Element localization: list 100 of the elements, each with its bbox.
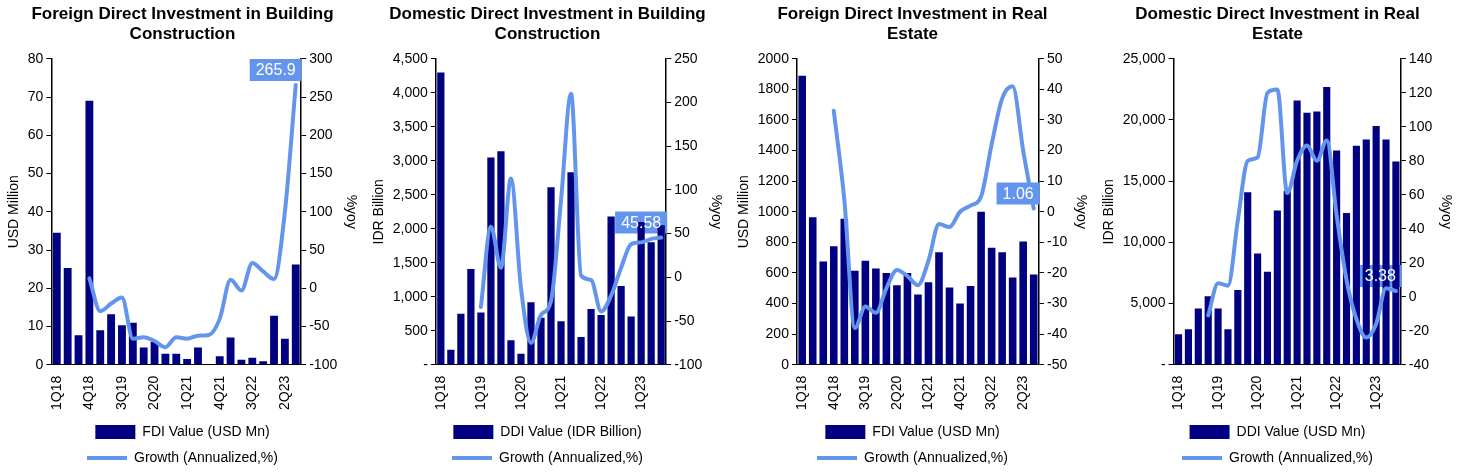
legend-label: Growth (Annualized,%) — [864, 448, 1008, 465]
y-tick-label: 30 — [27, 240, 44, 257]
y2-tick-label: -50 — [1046, 355, 1068, 372]
bar — [1323, 86, 1331, 365]
x-tick-label: 1Q18 — [431, 375, 448, 410]
y-tick-label: 3,500 — [392, 117, 429, 134]
y-tick-label: 400 — [765, 294, 790, 311]
bar — [507, 340, 515, 365]
y-tick-label: 80 — [27, 49, 44, 66]
y-tick-label: 4,500 — [392, 49, 429, 66]
y-tick-label: 1,500 — [392, 253, 429, 270]
y-tick-label: 3,000 — [392, 151, 429, 168]
y2-tick-label: -100 — [674, 355, 703, 372]
line-series — [87, 82, 298, 350]
data-label: 265.9 — [255, 61, 296, 79]
bar — [437, 72, 445, 365]
bar — [447, 349, 455, 365]
bar — [945, 287, 954, 365]
legend-label: Growth (Annualized,%) — [499, 448, 643, 465]
bar — [577, 336, 585, 365]
bar — [1224, 329, 1232, 365]
x-tick-label: 1Q21 — [1287, 375, 1304, 410]
bar — [893, 285, 901, 365]
y2-tick-label: 100 — [1408, 117, 1433, 134]
y2-tick-label: -20 — [1408, 321, 1430, 338]
bar — [587, 309, 595, 365]
bar — [935, 252, 943, 365]
x-tick-label: 1Q18 — [47, 375, 64, 410]
bar — [467, 268, 475, 365]
bar — [872, 268, 880, 365]
y-tick-label: 0 — [781, 355, 790, 372]
y2-tick-label: 0 — [1408, 287, 1417, 304]
bar — [1254, 253, 1262, 365]
legend-label: DDI Value (USD Mn) — [1236, 422, 1366, 439]
y-tick-label: 200 — [765, 325, 790, 342]
data-label: 1.06 — [1002, 184, 1034, 202]
y2-tick-label: 0 — [309, 279, 318, 296]
bar — [63, 268, 72, 365]
bar — [280, 338, 289, 365]
y-tick-label: 60 — [27, 126, 44, 143]
bar — [829, 246, 838, 365]
bar — [248, 357, 257, 365]
bar — [1019, 241, 1027, 365]
bar — [557, 321, 565, 365]
y2-tick-label: 100 — [309, 202, 333, 219]
bar — [1029, 274, 1038, 365]
x-tick-label: 4Q18 — [80, 375, 97, 410]
bar — [607, 216, 615, 365]
bar — [647, 242, 655, 365]
y2-axis-title: %yoy — [343, 194, 360, 229]
y2-tick-label: 20 — [1046, 141, 1063, 158]
chart-title: Foreign Direct Investment in Real Estate — [777, 3, 1048, 44]
bar — [998, 252, 1006, 365]
bar — [457, 313, 465, 365]
x-tick-label: 2Q23 — [1014, 375, 1031, 410]
y-tick-label: 2,500 — [392, 185, 429, 202]
y-tick-label: 1200 — [757, 172, 790, 189]
y-tick-label: 2000 — [757, 49, 790, 66]
y-tick-label: 15,000 — [1122, 172, 1166, 189]
bar — [259, 361, 268, 365]
bar — [1263, 271, 1272, 365]
y2-tick-label: 10 — [1046, 172, 1063, 189]
bar — [914, 294, 922, 365]
bar — [1283, 190, 1291, 365]
y-tick-label: 10,000 — [1122, 233, 1166, 250]
y-tick-label: 5,000 — [1130, 294, 1166, 311]
y-tick-label: 1000 — [757, 202, 790, 219]
y2-tick-label: 300 — [309, 49, 333, 66]
bar — [1234, 290, 1242, 365]
y2-tick-label: 40 — [1408, 219, 1425, 236]
bar — [1352, 145, 1360, 365]
y2-tick-label: -100 — [309, 355, 338, 372]
bar — [597, 315, 605, 365]
y2-axis-title: %yoy — [708, 194, 725, 229]
y-axis-title: USD Million — [5, 175, 22, 249]
bar — [291, 264, 300, 365]
bar — [924, 282, 933, 365]
bar — [1303, 112, 1311, 365]
y2-tick-label: -50 — [674, 311, 695, 328]
x-tick-label: 1Q23 — [632, 375, 648, 410]
bar — [1244, 192, 1252, 365]
y2-tick-label: 250 — [309, 87, 333, 104]
bar — [1313, 111, 1321, 365]
y-tick-label: - — [423, 355, 429, 372]
bar — [819, 261, 828, 365]
bar — [107, 314, 116, 365]
y-tick-label: 50 — [27, 164, 44, 181]
y-tick-label: 500 — [404, 321, 429, 338]
bar — [118, 325, 126, 365]
bar — [96, 330, 105, 365]
y-tick-label: 1400 — [757, 141, 790, 158]
y2-tick-label: 80 — [1408, 151, 1425, 168]
y2-tick-label: -20 — [1046, 263, 1068, 280]
y2-tick-label: -50 — [309, 317, 330, 334]
chart-title: Foreign Direct Investment in Building Construction — [31, 3, 334, 44]
bar — [85, 100, 94, 365]
y-tick-label: 1600 — [757, 110, 790, 127]
y-tick-label: 800 — [765, 233, 790, 250]
bar — [1008, 277, 1017, 365]
y-tick-label: 10 — [27, 317, 44, 334]
